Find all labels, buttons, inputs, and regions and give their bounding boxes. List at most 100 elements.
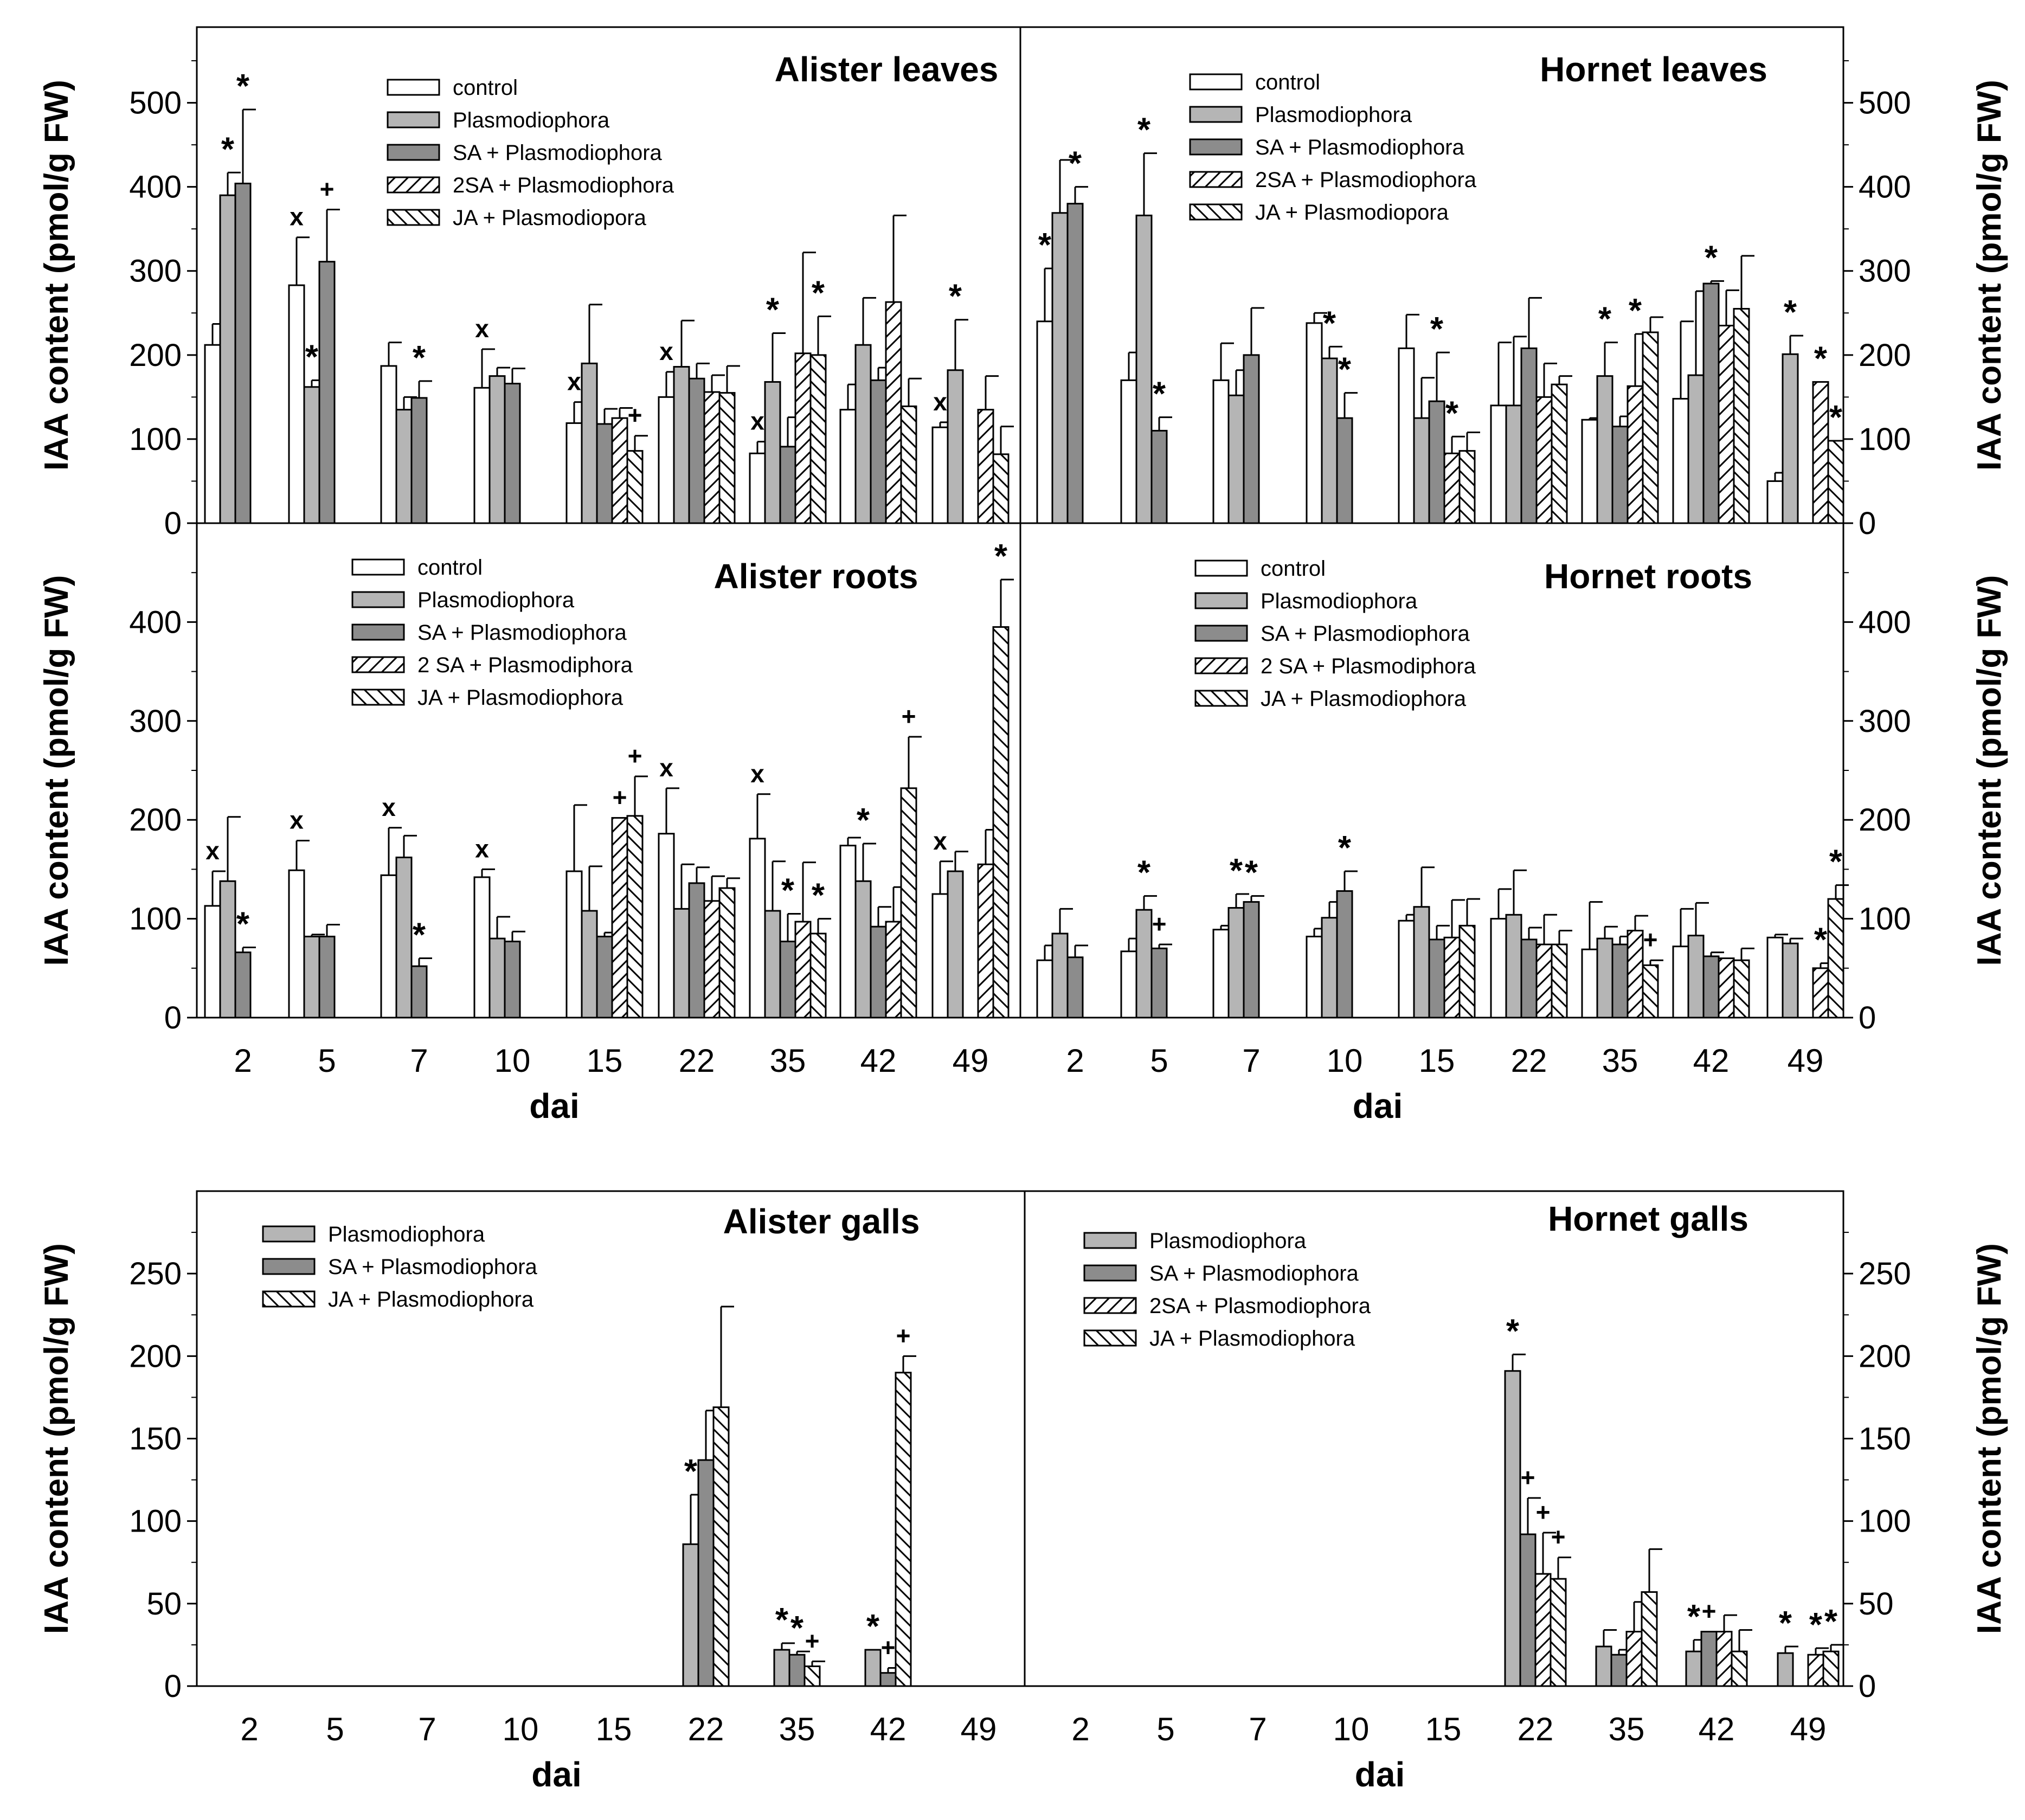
significance-marker: * [1245, 854, 1258, 892]
y-tick-label: 0 [164, 1000, 182, 1036]
bar-ja-plasmodiophora [803, 1665, 821, 1687]
x-tick-label: 10 [503, 1711, 539, 1747]
bar-plasmodiophora [1685, 1650, 1702, 1687]
legend-swatch [1194, 625, 1248, 642]
bar-sa-plasmodiophora [779, 941, 796, 1019]
x-tick-label: 15 [1419, 1043, 1455, 1079]
bar-plasmodiophora [1504, 1370, 1521, 1687]
bar-plasmodiophora [1051, 932, 1069, 1019]
y-tick-label: 300 [1859, 254, 1911, 289]
bar-ja-plasmodiophora [712, 1406, 730, 1687]
x-tick-label: 15 [1425, 1711, 1462, 1747]
bar-plasmodiophora [1782, 353, 1799, 524]
bar-sa-plasmodiophora [1243, 901, 1260, 1019]
significance-marker: * [413, 917, 426, 954]
bar-2sa-plasmodiophora [977, 409, 994, 524]
bar-control [839, 845, 857, 1019]
bar-plasmodiophora [1135, 909, 1153, 1019]
legend-label: 2SA + Plasmodiophora [1149, 1294, 1371, 1318]
x-axis-label: dai [1355, 1755, 1405, 1794]
bar-sa-plasmodiophora [1700, 1631, 1718, 1687]
legend-swatch [351, 623, 405, 641]
panel-title: Hornet roots [1544, 557, 1752, 596]
y-tick-label: 0 [1859, 1000, 1876, 1036]
y-tick-label: 500 [1859, 86, 1911, 121]
bar-ja-plasmodiopora [1458, 450, 1476, 524]
legend-swatch [351, 689, 405, 706]
bar-sa-plasmodiophora [870, 925, 887, 1019]
bar-control [1306, 935, 1323, 1019]
x-tick-label: 2 [240, 1711, 258, 1747]
bar-control [749, 838, 766, 1019]
x-tick-label: 2 [234, 1043, 252, 1079]
chart-hornet-galls: 0 50 100 150 200 250 IAA content (pmol/g FW) 2 5… [1024, 1190, 2008, 1794]
chart-hornet-roots: 0 100 200 300 400 IAA content (pmol/g FW) 2 5 7 1… [1019, 522, 2008, 1126]
legend-swatch [387, 176, 440, 194]
x-tick-label: 49 [1788, 1043, 1824, 1079]
y-tick-label: 500 [129, 86, 182, 121]
significance-marker: x [659, 754, 673, 782]
significance-marker: * [949, 278, 962, 316]
bar-plasmodiophora [488, 937, 506, 1019]
significance-marker: * [236, 905, 250, 943]
bar-ja-plasmodiopora [718, 392, 736, 524]
significance-marker: * [1506, 1313, 1520, 1350]
legend-label: JA + Plasmodiophora [417, 686, 623, 710]
significance-marker: * [1829, 844, 1843, 881]
bar-plasmodiophora [1596, 937, 1613, 1019]
legend-swatch [262, 1258, 316, 1275]
legend-swatch [1189, 171, 1243, 188]
significance-marker: * [1445, 395, 1459, 432]
bar-sa-plasmodiophora [318, 261, 336, 524]
significance-marker: + [1521, 1463, 1535, 1491]
significance-marker: * [1230, 852, 1243, 890]
bar-sa-plasmodiophora [596, 423, 613, 524]
bar-sa-plasmodiophora [1520, 938, 1538, 1019]
y-tick-label: 0 [164, 506, 182, 541]
bar-sa-plasmodiophora [234, 951, 252, 1019]
y-tick-label: 100 [1859, 422, 1911, 457]
y-tick-label: 150 [1859, 1422, 1911, 1457]
significance-marker: * [857, 802, 870, 839]
bar-control [1490, 404, 1507, 524]
bar-plasmodiophora [395, 857, 413, 1019]
y-tick-label: 0 [1859, 506, 1876, 541]
y-tick-label: 400 [129, 170, 182, 205]
significance-marker: + [881, 1634, 896, 1662]
bar-sa-plasmodiophora [1150, 947, 1168, 1019]
bar-plasmodiophora [1687, 374, 1705, 524]
bar-sa-plasmodiophora [1336, 417, 1353, 524]
bar-control [658, 396, 675, 524]
bar-control [1581, 948, 1598, 1019]
significance-marker: * [775, 1602, 789, 1639]
bar-control [565, 870, 583, 1019]
x-tick-label: 42 [870, 1711, 907, 1747]
significance-marker: * [812, 877, 825, 915]
significance-marker: + [805, 1626, 820, 1655]
significance-marker: + [320, 175, 335, 203]
y-tick-label: 100 [129, 422, 182, 457]
y-tick-label: 100 [1859, 902, 1911, 937]
legend-swatch [262, 1225, 316, 1243]
bar-plasmodiophora [1227, 907, 1245, 1019]
bar-ja-plasmodiophora [900, 787, 917, 1019]
bar-plasmodiophora [682, 1543, 699, 1687]
bar-control [380, 874, 397, 1019]
legend-label: 2 SA + Plasmodiphora [417, 653, 633, 677]
bar-control [1581, 419, 1598, 524]
bar-control [473, 876, 491, 1019]
significance-marker: x [205, 837, 220, 865]
x-tick-label: 7 [1242, 1043, 1260, 1079]
significance-marker: x [475, 314, 489, 343]
legend-swatch [387, 111, 440, 128]
bar-2-sa-plasmodiphora [885, 921, 902, 1019]
significance-marker: * [812, 274, 825, 312]
bar-sa-plasmodiophora [788, 1654, 806, 1687]
legend-label: control [1255, 70, 1320, 94]
bar-sa-plasmodiophora [1150, 429, 1168, 524]
y-tick-label: 400 [129, 604, 182, 640]
bar-plasmodiophora [764, 381, 781, 524]
significance-marker: x [750, 760, 764, 788]
bar-2sa-plasmodiophora [1443, 452, 1461, 524]
legend-label: SA + Plasmodiophora [1149, 1262, 1359, 1285]
